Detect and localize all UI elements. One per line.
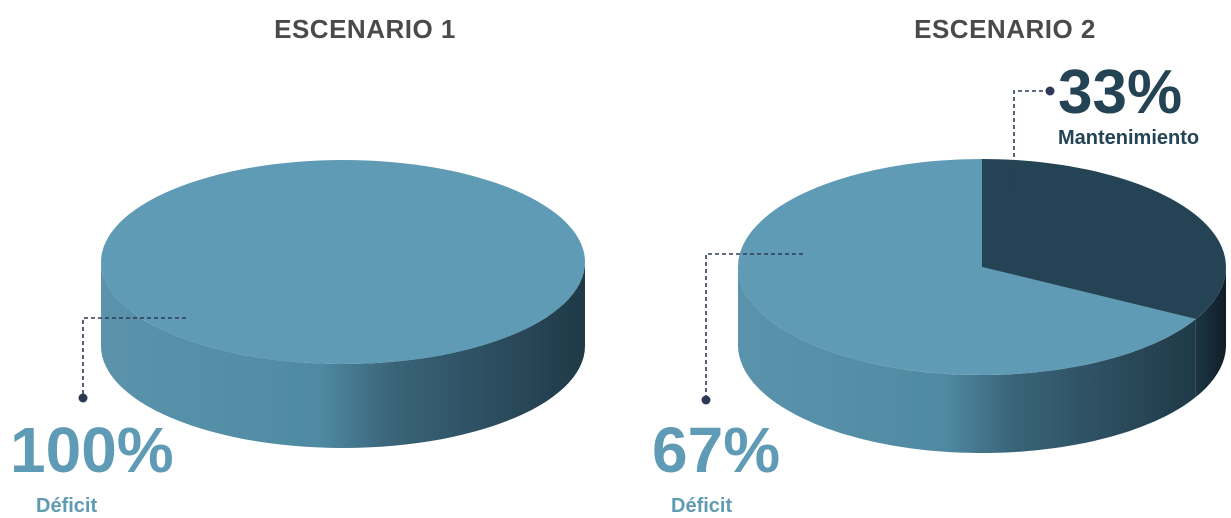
leader-lines [78,86,1055,405]
chart-title-escenario-1: ESCENARIO 1 [274,14,456,44]
pie-side-déficit [738,267,1196,453]
leader-deficit-2 [701,253,803,405]
slice-value-label-deficit-1: 100% [10,414,174,486]
slice-name-label-mantenimiento-2: Mantenimiento [1058,127,1200,149]
pie-side-déficit [101,262,585,448]
slice-value-label-mantenimiento-2: 33% [1058,58,1183,127]
chart-title-escenario-2: ESCENARIO 2 [914,14,1096,44]
slice-name-label-deficit-1: Déficit [36,495,98,517]
pie-slice-mantenimiento [982,159,1226,319]
leader-mantenimiento-2 [1013,86,1055,220]
pie-slice-déficit [101,160,585,364]
slice-value-label-deficit-2: 67% [652,414,781,486]
pie-side-mantenimiento [1195,267,1226,397]
pie-escenario-1 [101,160,585,448]
pie-slice-déficit [737,159,1196,375]
slice-name-label-deficit-2: Déficit [671,495,733,517]
pie-escenario-2 [737,159,1226,453]
leader-deficit-1 [78,317,186,403]
